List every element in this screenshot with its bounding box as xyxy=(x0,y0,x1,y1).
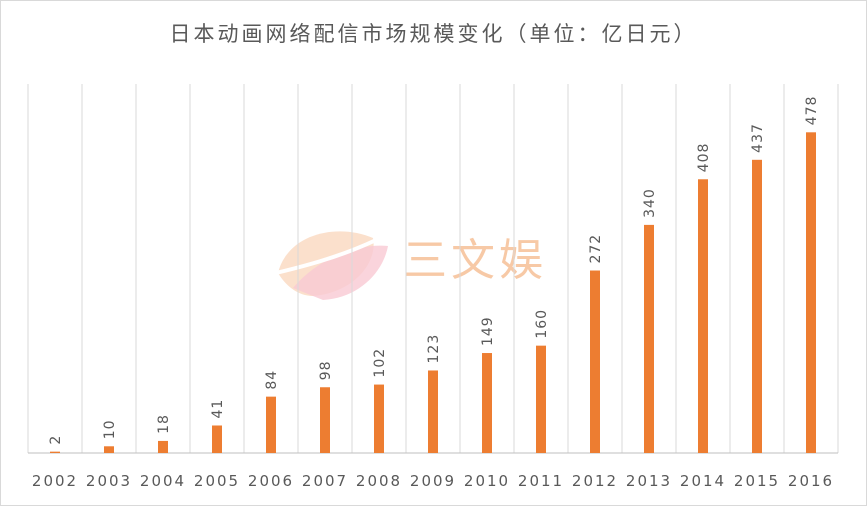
watermark-text: 三文娱 xyxy=(403,235,547,286)
data-label-2014: 408 xyxy=(696,143,712,173)
data-label-2006: 84 xyxy=(264,370,280,390)
x-tick-label-2010: 2010 xyxy=(464,472,510,490)
bar-2004 xyxy=(158,440,168,453)
x-tick-label-2003: 2003 xyxy=(86,472,132,490)
x-tick-label-2011: 2011 xyxy=(518,472,564,490)
bar-2009 xyxy=(428,370,438,453)
x-tick-label-2009: 2009 xyxy=(410,472,456,490)
data-label-2011: 160 xyxy=(534,309,550,339)
data-label-2010: 149 xyxy=(480,316,496,346)
data-label-2015: 437 xyxy=(750,123,766,153)
bar-2003 xyxy=(104,446,114,453)
bar-2007 xyxy=(320,387,330,453)
x-tick-label-2002: 2002 xyxy=(32,472,78,490)
bar-2010 xyxy=(482,353,492,453)
bar-2008 xyxy=(374,384,384,453)
bar-2013 xyxy=(644,224,654,453)
bar-2012 xyxy=(590,270,600,453)
bar-2011 xyxy=(536,345,546,453)
x-tick-label-2008: 2008 xyxy=(356,472,402,490)
bar-2014 xyxy=(698,179,708,453)
watermark: 三文娱 xyxy=(258,218,568,308)
x-tick-label-2004: 2004 xyxy=(140,472,186,490)
chart-title: 日本动画网络配信市场规模变化（单位：亿日元） xyxy=(169,22,698,46)
data-label-2012: 272 xyxy=(588,234,604,264)
x-tick-label-2012: 2012 xyxy=(572,472,618,490)
bar-2006 xyxy=(266,396,276,453)
x-tick-label-2016: 2016 xyxy=(788,472,834,490)
data-label-2005: 41 xyxy=(210,399,226,419)
data-label-2003: 10 xyxy=(102,419,118,439)
data-label-2009: 123 xyxy=(426,334,442,364)
x-tick-label-2005: 2005 xyxy=(194,472,240,490)
data-label-2016: 478 xyxy=(804,96,820,126)
bar-2016 xyxy=(806,132,816,453)
data-label-2004: 18 xyxy=(156,414,172,434)
data-label-2008: 102 xyxy=(372,348,388,378)
watermark-leaf-icon xyxy=(262,231,388,300)
data-label-2013: 340 xyxy=(642,188,658,218)
x-tick-label-2015: 2015 xyxy=(734,472,780,490)
x-tick-label-2013: 2013 xyxy=(626,472,672,490)
bar-2002 xyxy=(50,451,60,453)
x-tick-label-2006: 2006 xyxy=(248,472,294,490)
bar-2005 xyxy=(212,425,222,453)
x-tick-label-2014: 2014 xyxy=(680,472,726,490)
x-tick-label-2007: 2007 xyxy=(302,472,348,490)
bar-2015 xyxy=(752,159,762,453)
data-label-2002: 2 xyxy=(48,435,64,445)
data-label-2007: 98 xyxy=(318,360,334,380)
